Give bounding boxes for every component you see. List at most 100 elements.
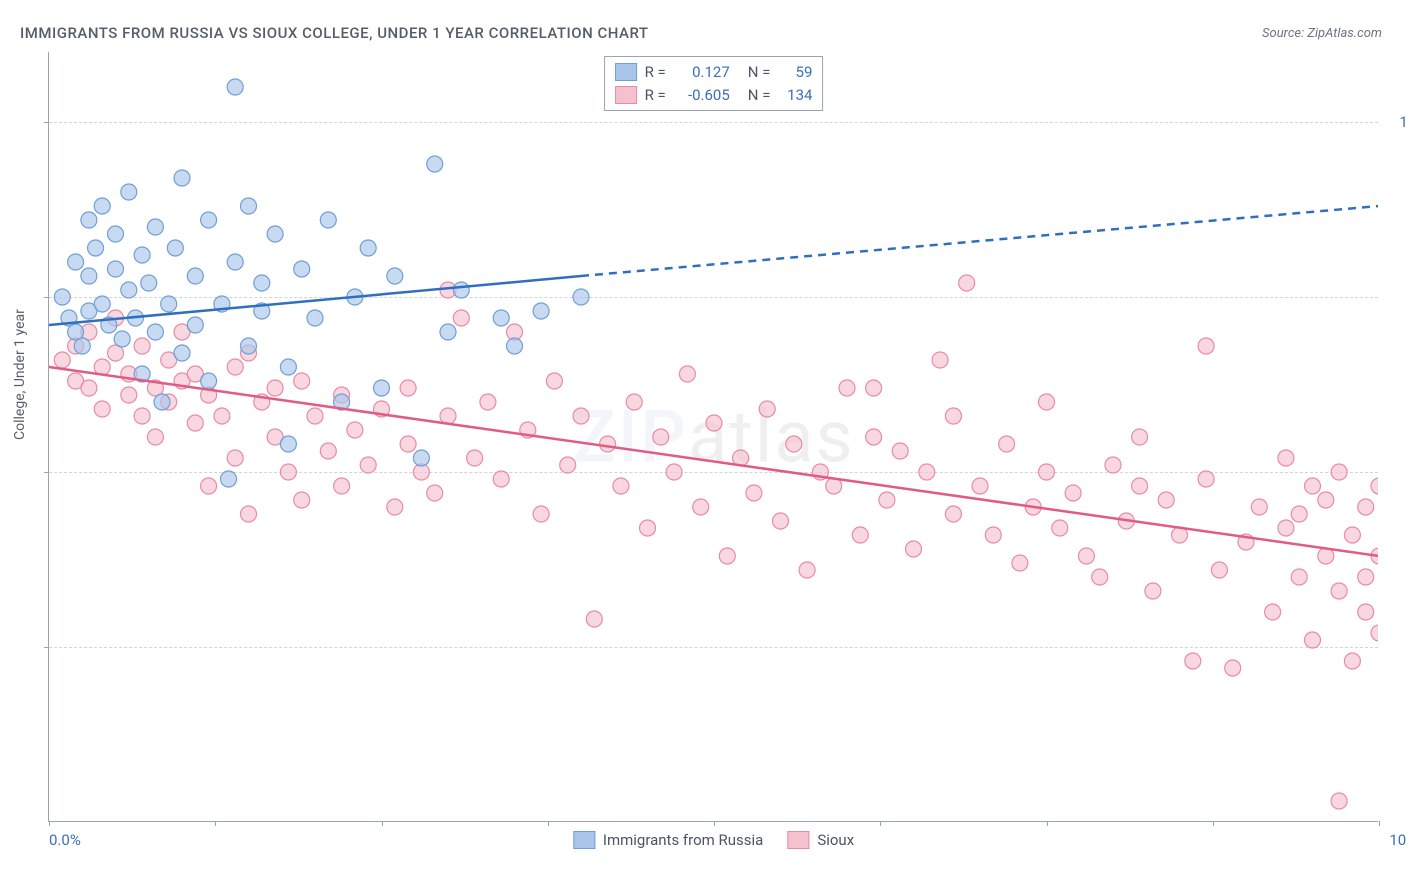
data-point: [1371, 478, 1378, 494]
data-point: [81, 380, 97, 396]
data-point: [493, 471, 509, 487]
data-point: [221, 471, 237, 487]
data-point: [972, 478, 988, 494]
data-point: [154, 394, 170, 410]
x-tick: [1213, 821, 1214, 826]
data-point: [387, 268, 403, 284]
data-point: [1145, 583, 1161, 599]
data-point: [374, 380, 390, 396]
x-tick: [880, 821, 881, 826]
data-point: [94, 198, 110, 214]
y-axis-label: College, Under 1 year: [12, 309, 28, 440]
n-value: 134: [778, 84, 812, 107]
data-point: [147, 219, 163, 235]
r-value: -0.605: [674, 84, 730, 107]
data-point: [533, 506, 549, 522]
legend-statistics: R =0.127N =59R =-0.605N =134: [604, 56, 824, 111]
data-point: [81, 268, 97, 284]
data-point: [600, 436, 616, 452]
data-point: [320, 443, 336, 459]
legend-item: Sioux: [787, 831, 854, 849]
data-point: [1198, 471, 1214, 487]
data-point: [1331, 583, 1347, 599]
data-point: [134, 338, 150, 354]
data-point: [839, 380, 855, 396]
data-point: [147, 429, 163, 445]
data-point: [81, 212, 97, 228]
data-point: [280, 359, 296, 375]
data-point: [507, 338, 523, 354]
data-point: [227, 359, 243, 375]
data-point: [320, 212, 336, 228]
data-point: [906, 541, 922, 557]
data-point: [480, 394, 496, 410]
data-point: [440, 408, 456, 424]
data-point: [241, 338, 257, 354]
data-point: [653, 429, 669, 445]
data-point: [1012, 555, 1028, 571]
data-point: [1344, 527, 1360, 543]
legend-swatch: [615, 86, 637, 104]
x-axis-min-label: 0.0%: [49, 831, 81, 849]
data-point: [147, 324, 163, 340]
n-label: N =: [748, 61, 771, 84]
data-point: [1132, 429, 1148, 445]
data-point: [254, 275, 270, 291]
data-point: [134, 247, 150, 263]
data-point: [546, 373, 562, 389]
data-point: [626, 394, 642, 410]
data-point: [214, 408, 230, 424]
r-label: R =: [645, 84, 666, 107]
n-label: N =: [748, 84, 771, 107]
data-point: [945, 506, 961, 522]
data-point: [241, 506, 257, 522]
data-point: [1358, 604, 1374, 620]
data-point: [453, 310, 469, 326]
data-point: [294, 261, 310, 277]
data-point: [852, 527, 868, 543]
data-point: [640, 520, 656, 536]
data-point: [114, 331, 130, 347]
x-tick: [548, 821, 549, 826]
data-point: [54, 289, 70, 305]
data-point: [493, 310, 509, 326]
data-point: [1265, 604, 1281, 620]
data-point: [560, 457, 576, 473]
data-point: [187, 317, 203, 333]
n-value: 59: [778, 61, 812, 84]
data-point: [959, 275, 975, 291]
data-point: [68, 254, 84, 270]
data-point: [187, 415, 203, 431]
data-point: [586, 611, 602, 627]
data-point: [679, 366, 695, 382]
data-point: [1331, 793, 1347, 809]
data-point: [719, 548, 735, 564]
data-point: [1291, 506, 1307, 522]
data-point: [88, 240, 104, 256]
data-point: [453, 282, 469, 298]
data-point: [1371, 625, 1378, 641]
data-point: [613, 478, 629, 494]
y-tick-label: 75.0%: [1388, 288, 1406, 306]
x-tick: [49, 821, 50, 826]
data-point: [1344, 653, 1360, 669]
data-point: [280, 464, 296, 480]
data-point: [427, 156, 443, 172]
data-point: [1132, 478, 1148, 494]
data-point: [467, 450, 483, 466]
x-tick: [714, 821, 715, 826]
data-point: [360, 240, 376, 256]
data-point: [1358, 569, 1374, 585]
legend-label: Sioux: [817, 831, 854, 849]
data-point: [1318, 492, 1334, 508]
data-point: [54, 352, 70, 368]
data-point: [1065, 485, 1081, 501]
data-point: [892, 443, 908, 459]
data-point: [985, 527, 1001, 543]
data-point: [1052, 520, 1068, 536]
legend-swatch: [573, 831, 595, 849]
data-point: [174, 170, 190, 186]
data-point: [121, 282, 137, 298]
x-tick: [1379, 821, 1380, 826]
data-point: [227, 254, 243, 270]
